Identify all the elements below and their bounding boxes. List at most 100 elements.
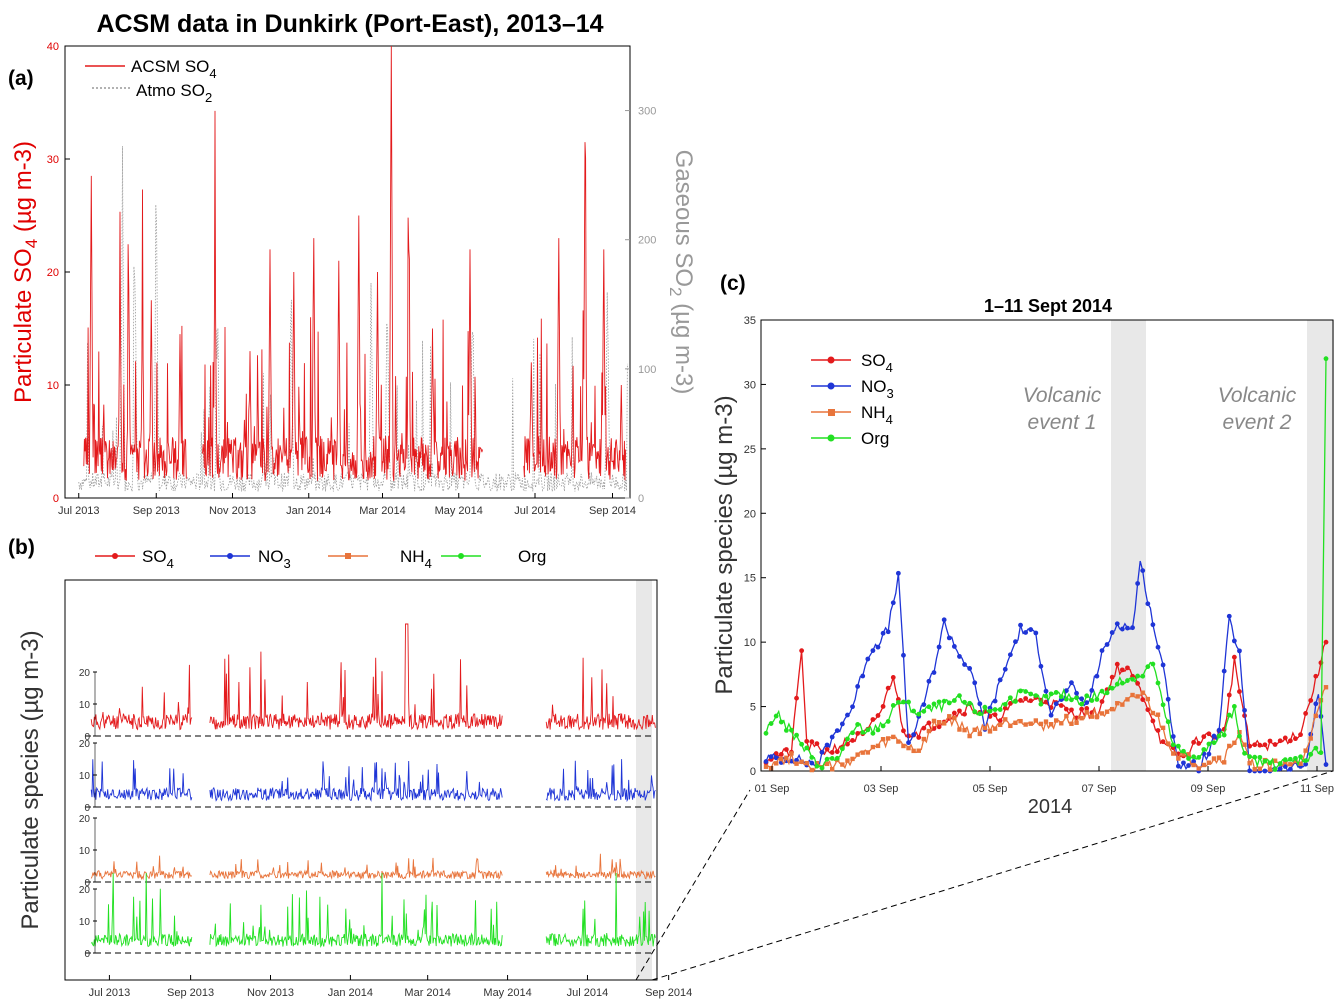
point-no3 <box>850 704 855 710</box>
point-so4 <box>824 746 830 752</box>
point-so4 <box>1298 732 1303 738</box>
point-nh4 <box>1186 752 1191 757</box>
point-so4 <box>921 725 927 731</box>
point-nh4 <box>1206 760 1212 765</box>
point-no3 <box>1069 680 1074 686</box>
panel-c-series <box>763 356 1329 774</box>
point-org <box>1028 691 1034 697</box>
point-nh4 <box>824 761 830 767</box>
series-atmo-so2 <box>78 146 628 493</box>
point-org <box>1074 695 1079 701</box>
point-org <box>911 708 917 714</box>
point-nh4 <box>1252 767 1257 772</box>
series-org-segment <box>209 872 503 948</box>
panel-b-frame <box>64 579 658 981</box>
point-so4 <box>1257 742 1263 748</box>
x-tick-label: Jul 2014 <box>567 987 609 999</box>
x-tick-label: Sep 2013 <box>167 987 214 999</box>
point-so4 <box>1262 742 1268 748</box>
point-org <box>1150 661 1156 667</box>
point-so4 <box>1125 665 1130 671</box>
point-no3 <box>1145 601 1151 607</box>
point-nh4 <box>1094 714 1100 720</box>
point-nh4 <box>1084 710 1089 715</box>
point-org <box>1079 701 1085 707</box>
point-org <box>865 727 871 733</box>
point-so4 <box>1282 735 1288 741</box>
point-so4 <box>1287 738 1293 744</box>
point-org <box>778 719 784 725</box>
point-no3 <box>834 728 840 734</box>
point-nh4 <box>1053 718 1059 723</box>
point-org <box>1043 693 1049 699</box>
point-so4 <box>829 750 835 755</box>
series-org-segment <box>90 872 193 948</box>
point-nh4 <box>799 759 804 764</box>
panel-a-legend: ACSM SO4 Atmo SO2 <box>85 57 217 105</box>
point-so4 <box>804 738 810 744</box>
point-nh4 <box>977 731 983 737</box>
point-org <box>829 755 835 761</box>
point-org <box>789 727 794 733</box>
point-so4 <box>1252 742 1258 748</box>
point-org <box>1293 755 1298 761</box>
point-org <box>987 708 993 714</box>
point-org <box>962 699 967 705</box>
point-org <box>1252 754 1258 760</box>
point-nh4 <box>1308 736 1313 741</box>
point-no3 <box>1048 712 1054 718</box>
point-nh4 <box>1221 760 1227 765</box>
point-so4 <box>901 728 906 734</box>
point-no3 <box>1135 581 1141 586</box>
point-org <box>901 699 906 705</box>
point-nh4 <box>1171 751 1176 756</box>
point-no3 <box>1018 622 1023 628</box>
point-org <box>1181 748 1186 754</box>
series-nh4-segment <box>209 857 503 881</box>
legend-b-so4: SO4 <box>142 547 174 571</box>
point-so4 <box>834 749 840 755</box>
point-no3 <box>1130 625 1135 631</box>
x-tick-label: May 2014 <box>435 505 483 517</box>
point-no3 <box>839 721 845 727</box>
point-nh4 <box>1201 762 1207 768</box>
point-nh4 <box>1247 761 1252 766</box>
panel-a-ticks: Jul 2013 Sep 2013 Nov 2013 Jan 2014 Mar 2014… <box>47 41 657 517</box>
point-so4 <box>1313 673 1319 679</box>
point-nh4 <box>1165 741 1171 746</box>
point-org <box>931 701 937 707</box>
point-no3 <box>1119 626 1125 632</box>
y-tick-label: 25 <box>744 444 756 456</box>
point-so4 <box>962 711 967 717</box>
point-no3 <box>1094 673 1100 679</box>
panel-c-ticks: 0 5 10 15 20 25 30 35 01 Sep 03 Sep 05 Sep 07 Sep 09… <box>744 315 1334 795</box>
panel-b-label: (b) <box>8 536 35 559</box>
point-org <box>926 704 932 710</box>
x-tick-label: 01 Sep <box>755 783 790 795</box>
point-nh4 <box>967 733 972 739</box>
point-no3 <box>829 734 835 740</box>
point-org <box>890 703 896 708</box>
point-org <box>1058 694 1064 700</box>
panel-c-xlabel: 2014 <box>1028 796 1073 818</box>
point-so4 <box>794 695 799 701</box>
panel-a-label: (a) <box>8 67 34 90</box>
point-org <box>936 699 942 705</box>
y-tick-label-left: 20 <box>47 267 59 279</box>
point-org <box>1175 743 1181 749</box>
point-no3 <box>1125 625 1130 631</box>
point-no3 <box>845 712 850 718</box>
point-org <box>916 711 922 717</box>
y-tick-label: 20 <box>79 739 91 750</box>
y-tick-label: 0 <box>84 803 90 814</box>
point-nh4 <box>875 743 881 749</box>
point-no3 <box>951 644 957 649</box>
legend-c-org: Org <box>861 429 889 448</box>
point-org <box>997 707 1003 712</box>
point-nh4 <box>1089 714 1095 719</box>
point-nh4 <box>941 721 947 726</box>
point-org <box>1130 676 1135 682</box>
point-so4 <box>1267 738 1273 744</box>
y-tick-label-left: 30 <box>47 154 59 166</box>
point-org <box>1033 693 1039 698</box>
